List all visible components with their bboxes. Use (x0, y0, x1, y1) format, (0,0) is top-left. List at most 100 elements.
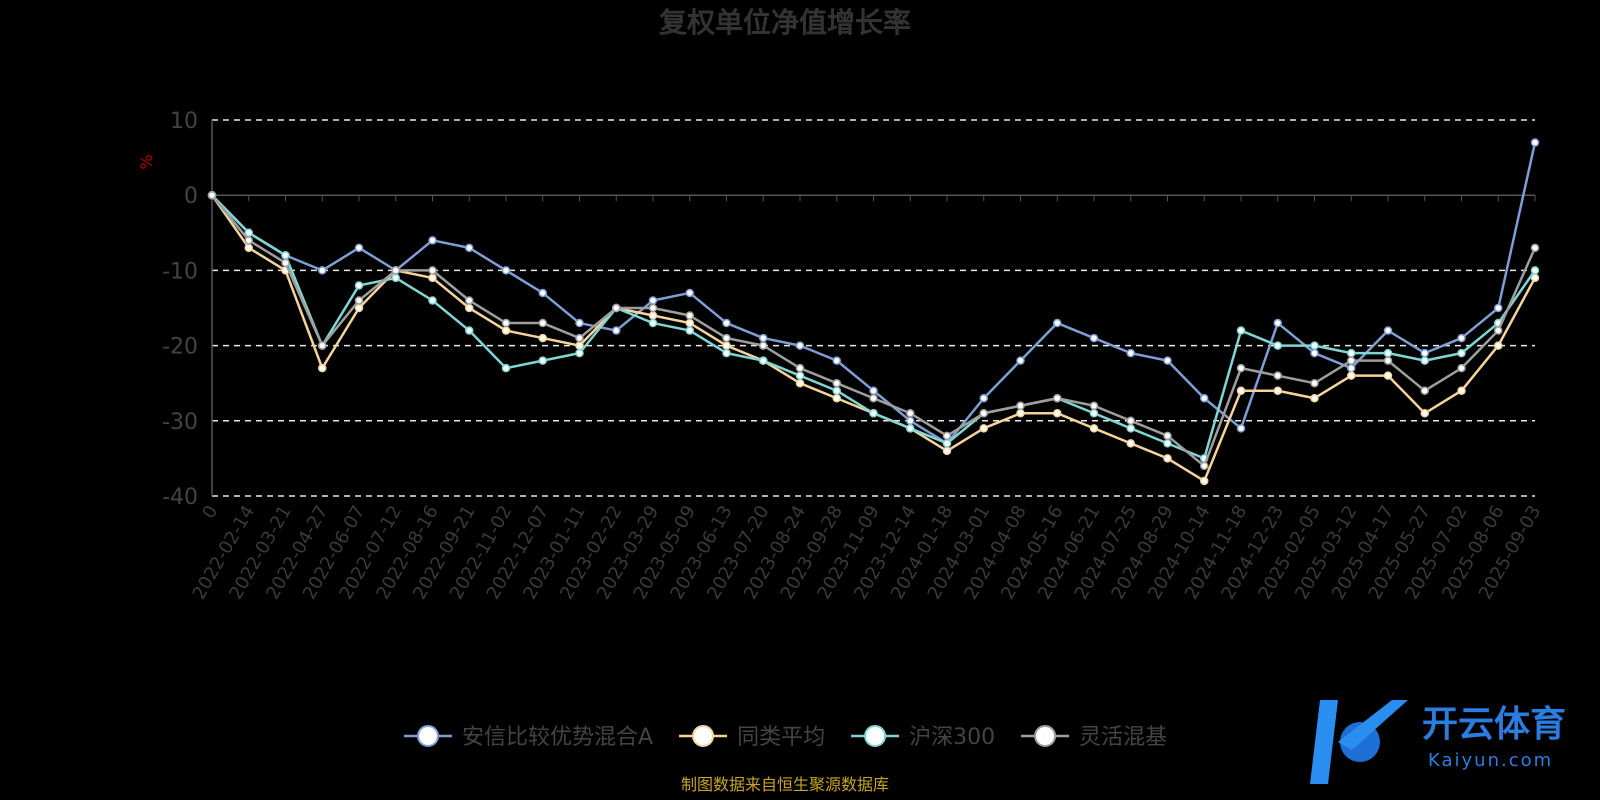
legend-marker (1034, 725, 1057, 747)
data-point (501, 266, 511, 275)
legend-item[interactable]: 安信比较优势混合A (404, 725, 653, 750)
data-point (1383, 348, 1393, 358)
data-point (832, 356, 841, 365)
data-point (942, 439, 952, 448)
data-point (795, 371, 805, 380)
data-point (1347, 356, 1356, 365)
logo-k-icon (1310, 700, 1408, 784)
data-point (795, 341, 805, 350)
data-point (501, 318, 511, 328)
data-point (1347, 371, 1356, 380)
data-point (244, 228, 253, 238)
data-point (1016, 401, 1025, 411)
data-point (1126, 416, 1135, 426)
data-point (1310, 378, 1319, 388)
data-point (759, 341, 768, 350)
data-point (391, 266, 400, 275)
data-point (538, 333, 547, 343)
legend-label: 安信比较优势混合A (462, 725, 653, 750)
data-point (759, 356, 768, 365)
data-point (465, 326, 474, 335)
y-tick-label: -30 (162, 410, 198, 435)
data-point (1163, 431, 1172, 441)
data-point (1089, 333, 1099, 343)
data-point (354, 296, 364, 305)
data-point (1273, 341, 1282, 350)
legend-item[interactable]: 沪深300 (851, 725, 995, 750)
data-point (1383, 326, 1393, 335)
y-tick-label: -10 (162, 259, 198, 284)
legend-marker (692, 725, 715, 747)
data-point (281, 251, 290, 260)
axes (211, 120, 1536, 496)
data-point (1089, 401, 1099, 411)
brand-logo: 开云体育 Kaiyun.com (1310, 700, 1566, 784)
data-point (869, 409, 878, 418)
data-point (832, 393, 841, 403)
data-point (207, 190, 217, 200)
data-point (428, 273, 437, 283)
data-point (1126, 439, 1135, 448)
data-point (1420, 348, 1429, 358)
legend-item[interactable]: 同类平均 (679, 725, 825, 750)
data-point (1310, 341, 1319, 350)
legend-label: 同类平均 (737, 725, 825, 750)
data-point (685, 311, 694, 320)
x-tick-labels: 02022-02-142022-03-212022-04-272022-06-0… (189, 502, 1546, 603)
data-point (979, 393, 988, 403)
data-point (318, 341, 327, 350)
data-point (1383, 356, 1393, 365)
data-point (1053, 409, 1062, 418)
grid-lines (212, 119, 1535, 497)
data-point (832, 386, 841, 395)
logo-name: 开云体育 (1422, 704, 1566, 745)
data-point (318, 363, 327, 373)
data-point (575, 341, 584, 350)
data-point (538, 356, 547, 365)
data-point (1236, 363, 1246, 373)
logo-site: Kaiyun.com (1428, 750, 1553, 771)
series-line (211, 194, 1537, 460)
data-point (1273, 318, 1282, 328)
data-point (1236, 326, 1246, 335)
data-point (648, 296, 658, 305)
data-point (1494, 326, 1503, 335)
y-tick-label: 0 (184, 184, 198, 209)
data-point (942, 446, 952, 456)
data-point (832, 378, 841, 388)
data-point (1530, 138, 1540, 147)
data-point (1310, 348, 1319, 358)
data-point (1310, 393, 1319, 403)
data-point (722, 348, 731, 358)
data-point (1420, 409, 1429, 418)
data-point (244, 243, 253, 253)
data-point (1089, 409, 1099, 418)
legend-label: 灵活混基 (1079, 725, 1167, 750)
data-point (1420, 356, 1429, 365)
data-point (281, 258, 290, 268)
data-point (1530, 266, 1540, 275)
data-point (428, 236, 437, 245)
chart-title: 复权单位净值增长率 (659, 6, 911, 39)
data-point (575, 348, 584, 358)
data-point (465, 296, 474, 305)
data-point (1236, 424, 1246, 433)
data-point (1089, 424, 1099, 433)
data-point (465, 243, 474, 253)
data-point (354, 243, 364, 253)
legend-item[interactable]: 灵活混基 (1021, 725, 1167, 750)
data-point (1126, 424, 1135, 433)
data-point (1200, 476, 1209, 486)
data-point (869, 393, 878, 403)
data-point (538, 288, 547, 298)
data-point (612, 326, 621, 335)
legend[interactable]: 安信比较优势混合A 同类平均 沪深300 灵活混基 (404, 725, 1167, 750)
data-point (685, 326, 694, 335)
data-point (354, 281, 364, 290)
data-point (1494, 303, 1503, 313)
data-point (906, 409, 915, 418)
data-point (1383, 371, 1393, 380)
data-point (1273, 386, 1282, 395)
y-tick-label: -40 (162, 485, 198, 510)
